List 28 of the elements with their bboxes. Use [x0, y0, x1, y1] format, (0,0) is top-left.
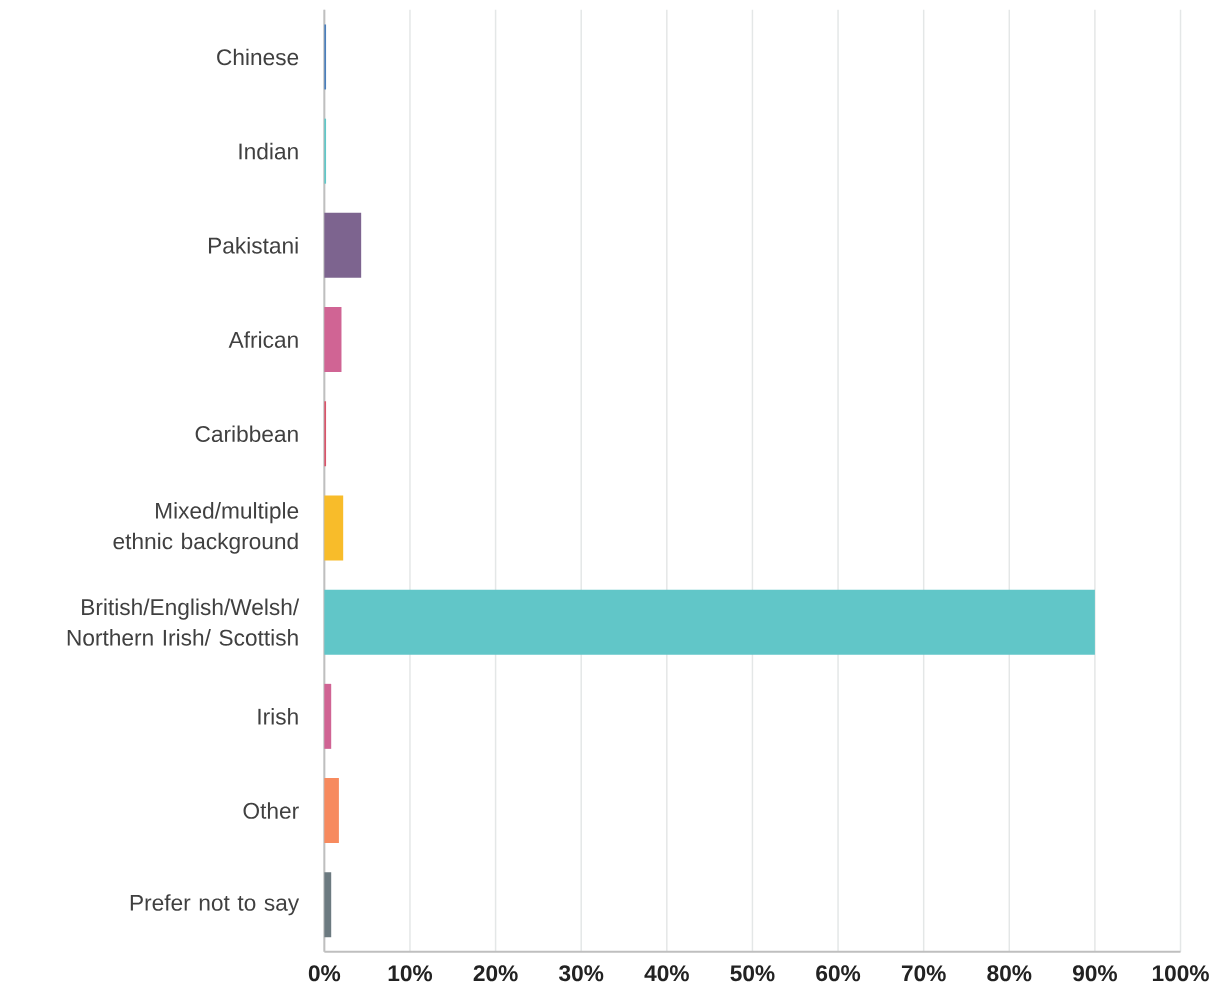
y-tick-label: Prefer not to say — [130, 894, 300, 916]
bar — [324, 495, 344, 561]
x-tick-label: 0% — [308, 965, 341, 982]
x-tick-label: 20% — [473, 965, 518, 982]
y-tick-label: Pakistani — [208, 236, 298, 254]
bar — [324, 872, 332, 938]
x-tick-label: 30% — [559, 965, 604, 982]
x-tick-label: 40% — [644, 965, 689, 982]
x-tick-label: 80% — [987, 965, 1032, 982]
y-tick-label: Other — [243, 802, 299, 819]
y-tick-label: Chinese — [217, 48, 299, 66]
bar — [324, 589, 1095, 655]
bar — [324, 683, 332, 749]
y-tick-label: African — [228, 331, 298, 348]
y-tick-label: Caribbean — [195, 425, 298, 442]
x-tick-label: 90% — [1072, 965, 1117, 982]
x-tick-label: 50% — [730, 965, 775, 982]
y-tick-label: Mixed/multiple ethnic background — [113, 501, 299, 554]
y-tick-label: Irish — [258, 707, 298, 725]
y-tick-label: Indian — [239, 142, 298, 160]
x-tick-label: 100% — [1152, 965, 1209, 982]
x-tick-label: 60% — [816, 965, 861, 982]
bar — [324, 777, 339, 843]
x-tick-label: 10% — [388, 965, 433, 982]
y-tick-label: British/English/Welsh/ Northern Irish/ Scottish — [67, 598, 300, 646]
bar — [324, 212, 362, 278]
x-tick-label: 70% — [901, 965, 946, 982]
bar — [324, 306, 342, 372]
